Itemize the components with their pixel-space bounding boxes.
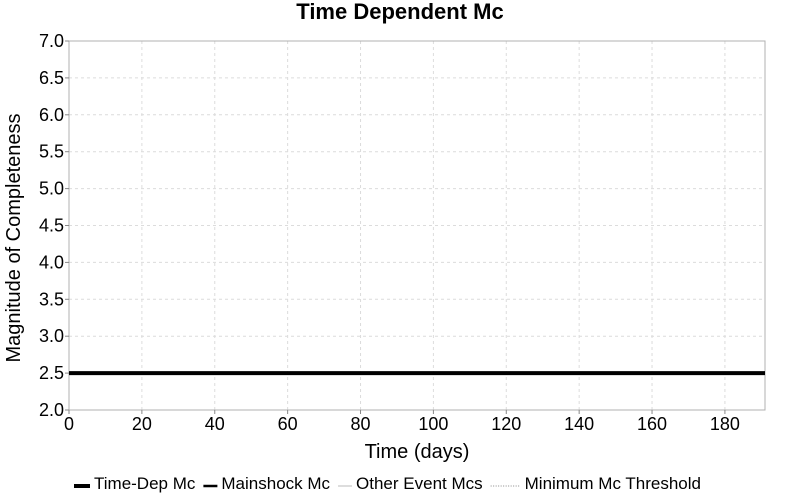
y-tick-label: 4.0 (39, 252, 64, 272)
x-tick-label: 80 (351, 414, 371, 434)
x-tick-label: 20 (132, 414, 152, 434)
legend-label: Minimum Mc Threshold (525, 474, 701, 493)
legend-label: Other Event Mcs (356, 474, 483, 493)
x-tick-label: 140 (564, 414, 594, 434)
y-tick-label: 3.0 (39, 326, 64, 346)
y-tick-label: 5.5 (39, 142, 64, 162)
x-axis-label: Time (days) (365, 441, 470, 463)
grid-lines (68, 40, 765, 411)
tick-labels: 0 20 40 60 80 100 120 140 160 180 2.0 2.5 3.0 3.5 4.0 4… (39, 31, 740, 434)
x-tick-label: 180 (710, 414, 740, 434)
legend: Time-Dep Mc Mainshock Mc Other Event Mcs Mi… (74, 474, 701, 493)
y-tick-label: 4.5 (39, 216, 64, 236)
y-tick-label: 6.5 (39, 68, 64, 88)
x-tick-label: 160 (637, 414, 667, 434)
y-tick-label: 3.5 (39, 289, 64, 309)
y-tick-label: 5.0 (39, 179, 64, 199)
y-tick-label: 2.0 (39, 400, 64, 420)
y-tick-label: 2.5 (39, 363, 64, 383)
y-axis-label: Magnitude of Completeness (3, 113, 25, 362)
x-tick-label: 100 (418, 414, 448, 434)
chart-title: Time Dependent Mc (296, 0, 503, 24)
y-tick-label: 7.0 (39, 31, 64, 51)
x-tick-label: 60 (278, 414, 298, 434)
y-tick-label: 6.0 (39, 105, 64, 125)
x-tick-label: 120 (491, 414, 521, 434)
legend-label: Time-Dep Mc (94, 474, 196, 493)
x-tick-label: 0 (64, 414, 74, 434)
x-tick-label: 40 (205, 414, 225, 434)
legend-label: Mainshock Mc (221, 474, 330, 493)
